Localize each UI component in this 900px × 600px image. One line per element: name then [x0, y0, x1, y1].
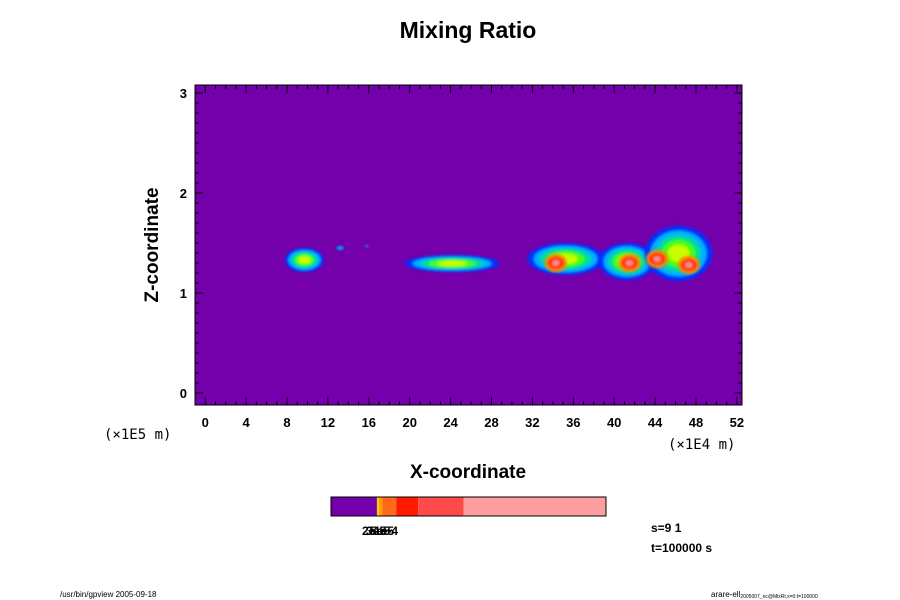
plume-1	[284, 248, 324, 272]
colorbar-segment-1	[331, 497, 377, 516]
x-tick-label-8: 8	[283, 415, 290, 430]
colorbar-label-2: 3e-5	[366, 524, 390, 538]
x-tick-label-44: 44	[648, 415, 663, 430]
colorbar-segment-6	[418, 497, 464, 516]
plume-1-level-5	[298, 256, 311, 264]
x-tick-label-28: 28	[484, 415, 498, 430]
plume-2-level-2	[336, 246, 344, 250]
colorbar	[330, 496, 607, 517]
x-scale-note: (×1E4 m)	[668, 437, 735, 453]
plot-frame	[194, 84, 743, 406]
hot-spot-1-core	[551, 260, 560, 266]
plume-2	[336, 246, 345, 250]
colorbar-frame	[330, 496, 607, 517]
footer-right: arare-ell2005007_nc@MixRt,x=0:t=100000	[711, 590, 818, 600]
x-tick-label-24: 24	[443, 415, 458, 430]
step-annotation: s=9 1	[651, 521, 682, 535]
x-tick-label-12: 12	[321, 415, 335, 430]
x-tick-label-4: 4	[243, 415, 251, 430]
plume-4	[404, 255, 500, 272]
plume-layer	[284, 226, 713, 281]
plume-3-level-2	[365, 245, 369, 247]
footer-right-main: arare-ell	[711, 590, 741, 599]
hot-spot-3	[646, 250, 669, 268]
x-tick-label-48: 48	[689, 415, 703, 430]
plume-3	[364, 245, 369, 247]
colorbar-segment-3	[379, 497, 383, 516]
y-tick-label-3: 3	[180, 86, 187, 101]
colorbar-label-4: 1e-4	[374, 524, 398, 538]
x-axis-title: X-coordinate	[410, 462, 526, 483]
hot-spot-1	[544, 254, 567, 272]
chart-title: Mixing Ratio	[400, 17, 537, 43]
x-tick-label-0: 0	[202, 415, 209, 430]
colorbar-segment-2	[376, 497, 380, 516]
colorbar-segment-4	[382, 497, 397, 516]
x-tick-label-40: 40	[607, 415, 621, 430]
hot-spot-2	[618, 254, 641, 272]
y-tick-label-1: 1	[180, 286, 187, 301]
x-tick-label-36: 36	[566, 415, 580, 430]
x-tick-label-32: 32	[525, 415, 539, 430]
y-tick-label-0: 0	[180, 386, 187, 401]
time-annotation: t=100000 s	[651, 541, 712, 555]
colorbar-segment-5	[396, 497, 419, 516]
colorbar-label-1: 2e-5	[362, 524, 386, 538]
plume-4-level-5	[436, 260, 468, 267]
hot-spot-2-core	[625, 260, 634, 266]
hot-spot-4-core	[684, 262, 693, 268]
footer-right-sub: 2005007_nc@MixRt,x=0:t=100000	[740, 594, 818, 600]
colorbar-segment-7	[463, 497, 606, 516]
hot-spot-4	[677, 256, 700, 274]
x-tick-label-20: 20	[402, 415, 416, 430]
y-scale-note: (×1E5 m)	[104, 427, 171, 443]
footer-left: /usr/bin/gpview 2005-09-18	[60, 590, 157, 599]
colorbar-label-3: 5e-5	[370, 524, 394, 538]
hot-spot-3-core	[653, 256, 662, 262]
colorbar-labels: 2e-53e-55e-51e-4	[362, 524, 398, 538]
x-tick-label-16: 16	[362, 415, 376, 430]
y-tick-label-2: 2	[180, 186, 187, 201]
y-axis-title: Z-coordinate	[142, 187, 163, 302]
x-tick-label-52: 52	[730, 415, 744, 430]
